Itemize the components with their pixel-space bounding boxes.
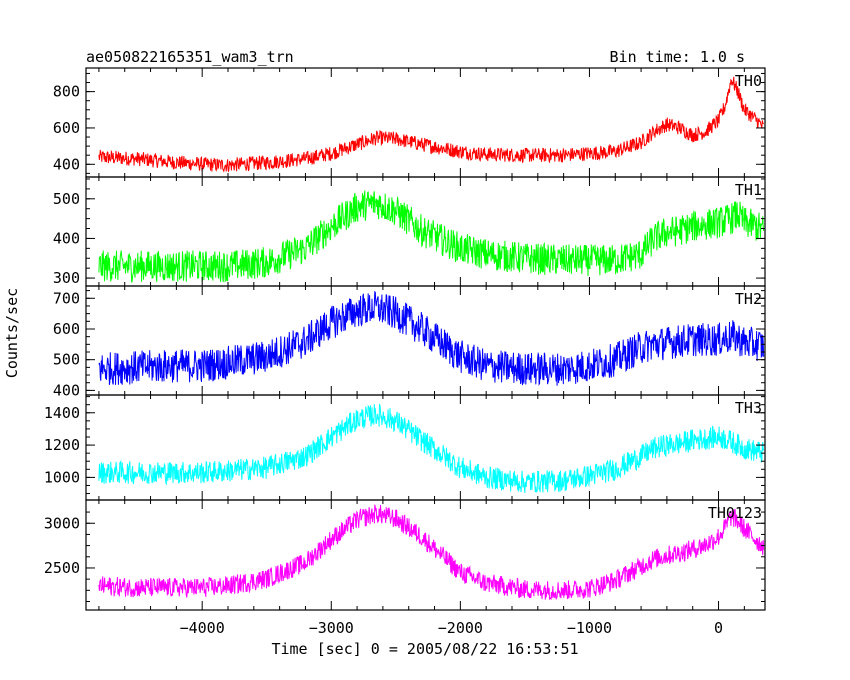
series-line-th0123 [98,504,765,601]
y-tick-label: 600 [53,119,80,137]
series-label-th0123: TH0123 [708,504,762,522]
y-tick-label: 1000 [44,468,80,486]
y-tick-label: 600 [53,320,80,338]
bin-time-label: Bin time: 1.0 s [610,48,745,66]
y-tick-label: 700 [53,289,80,307]
y-tick-label: 1200 [44,436,80,454]
chart-title: ae050822165351_wam3_trn [86,48,294,66]
x-tick-label: 0 [714,619,723,637]
x-tick-label: −1000 [567,619,612,637]
series-label-th1: TH1 [735,181,762,199]
series-label-th2: TH2 [735,290,762,308]
x-tick-label: −2000 [438,619,483,637]
y-tick-label: 300 [53,269,80,287]
y-tick-label: 500 [53,190,80,208]
series-label-th0: TH0 [735,72,762,90]
panels: 400 600 800 TH0 300 400 500 TH1 400 500 600 700 TH2 1… [44,67,766,637]
y-axis-label: Counts/sec [3,288,21,378]
panel-th0123: 2500 3000 TH0123 [44,499,766,611]
x-tick-label: −3000 [309,619,354,637]
series-line-th3 [98,403,765,493]
series-line-th1 [98,190,765,284]
y-tick-label: 2500 [44,559,80,577]
panel-th0: 400 600 800 TH0 [53,67,766,178]
panel-th1: 300 400 500 TH1 [53,176,766,287]
panel-th2: 400 500 600 700 TH2 [53,285,766,399]
panel-th3: 1000 1200 1400 TH3 [44,394,766,501]
x-tick-label: −4000 [180,619,225,637]
x-axis-label: Time [sec] 0 = 2005/08/22 16:53:51 [271,640,578,658]
series-line-th0 [98,76,765,173]
y-tick-label: 400 [53,155,80,173]
y-tick-label: 500 [53,351,80,369]
panel-frame [85,499,766,611]
y-tick-label: 800 [53,83,80,101]
y-tick-label: 1400 [44,404,80,422]
series-line-th2 [98,290,765,387]
series-label-th3: TH3 [735,399,762,417]
y-tick-label: 400 [53,381,80,399]
y-tick-label: 3000 [44,514,80,532]
y-tick-label: 400 [53,229,80,247]
